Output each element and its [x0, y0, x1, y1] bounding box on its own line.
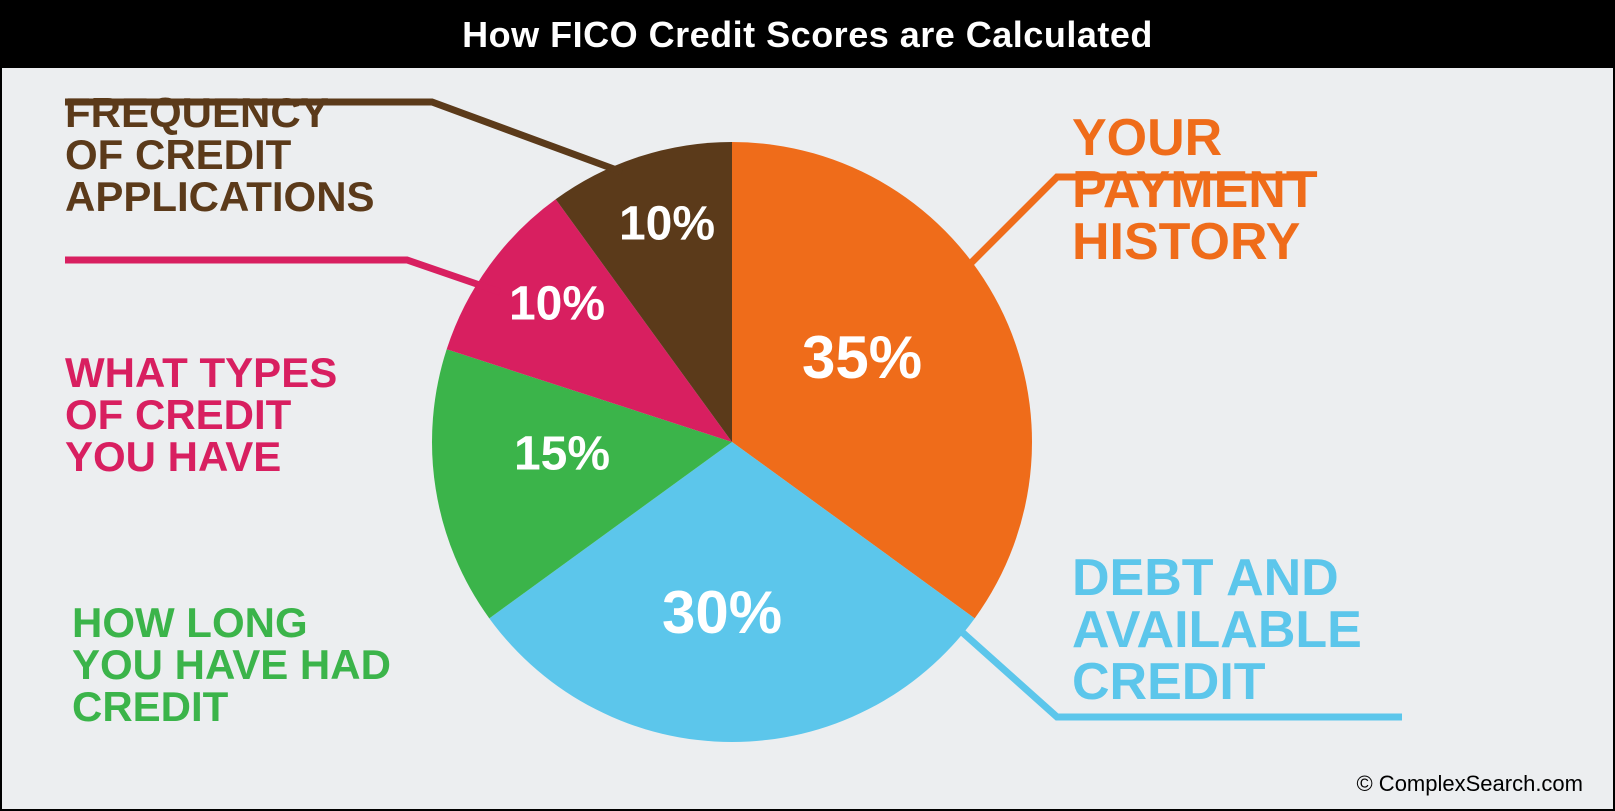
label-line: APPLICATIONS: [65, 176, 375, 218]
label-line: WHAT TYPES: [65, 352, 337, 394]
label-line: HOW LONG: [72, 602, 391, 644]
label-line: YOU HAVE: [65, 436, 337, 478]
attribution: © ComplexSearch.com: [1356, 771, 1583, 797]
label-line: CREDIT: [1072, 656, 1362, 708]
pct-credit-length: 15%: [514, 428, 610, 481]
pct-credit-applications: 10%: [619, 198, 715, 251]
label-line: DEBT AND: [1072, 552, 1362, 604]
infographic-frame: How FICO Credit Scores are Calculated 35…: [0, 0, 1615, 811]
label-debt-available-credit: DEBT ANDAVAILABLECREDIT: [1072, 552, 1362, 708]
label-credit-types: WHAT TYPESOF CREDITYOU HAVE: [65, 352, 337, 478]
label-line: YOUR: [1072, 112, 1318, 164]
label-line: OF CREDIT: [65, 394, 337, 436]
attribution-text: © ComplexSearch.com: [1356, 771, 1583, 796]
label-payment-history: YOURPAYMENTHISTORY: [1072, 112, 1318, 268]
pct-credit-types: 10%: [509, 278, 605, 331]
label-line: PAYMENT: [1072, 164, 1318, 216]
label-credit-applications: FREQUENCYOF CREDITAPPLICATIONS: [65, 92, 375, 218]
label-line: FREQUENCY: [65, 92, 375, 134]
pct-debt-available-credit: 30%: [662, 579, 782, 646]
label-line: CREDIT: [72, 686, 391, 728]
pct-payment-history: 35%: [802, 324, 922, 391]
label-line: AVAILABLE: [1072, 604, 1362, 656]
label-credit-length: HOW LONGYOU HAVE HADCREDIT: [72, 602, 391, 728]
label-line: HISTORY: [1072, 216, 1318, 268]
title-bar: How FICO Credit Scores are Calculated: [2, 2, 1613, 68]
label-line: OF CREDIT: [65, 134, 375, 176]
label-line: YOU HAVE HAD: [72, 644, 391, 686]
title-text: How FICO Credit Scores are Calculated: [462, 14, 1153, 55]
